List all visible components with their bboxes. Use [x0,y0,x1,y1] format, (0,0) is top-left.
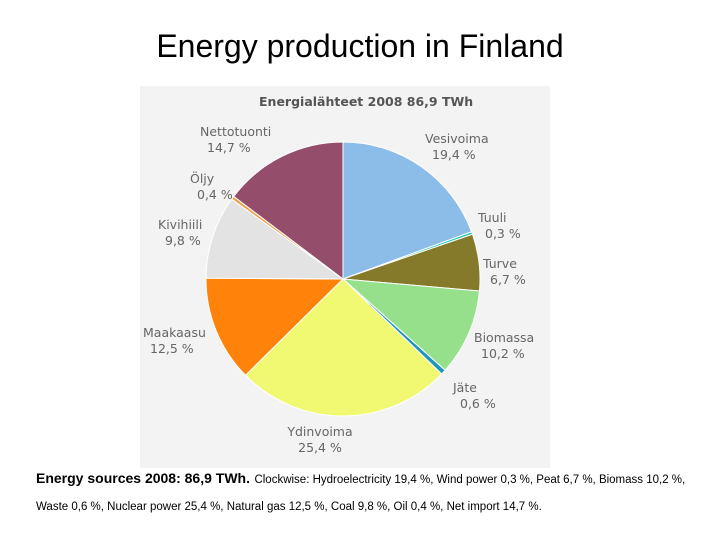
chart-title: Energialähteet 2008 86,9 TWh [259,94,473,109]
pie-slice-8 [205,198,345,280]
slice-label-10: Nettotuonti 14,7 % [200,124,271,155]
pie-slice-7 [205,277,345,376]
slice-label-9: Öljy 0,4 % [190,170,233,202]
slice-label-1: Vesivoima 19,4 % [425,131,489,162]
slice-label-5: Jäte 0,6 % [452,380,496,411]
slide-title: Energy production in Finland [156,28,564,64]
slice-label-2: Tuuli 0,3 % [477,210,521,241]
slice-label-3: Turve 6,7 % [482,256,526,287]
slice-label-7: Maakaasu 12,5 % [143,325,206,356]
slice-label-4: Biomassa 10,2 % [474,330,534,361]
caption-body: Clockwise: Hydroelectricity 19,4 %, Wind… [36,474,686,513]
pie-chart: Energialähteet 2008 86,9 TWh Vesivoima 19… [143,94,534,455]
pie-slice-6 [244,278,443,417]
slice-label-6: Ydinvoima 25,4 % [286,424,352,455]
pie-slice-4 [341,278,481,371]
caption-lead: Energy sources 2008: 86,9 TWh. [36,470,250,486]
pie-slice-1 [342,141,473,280]
slice-label-8: Kivihiili 9,8 % [158,217,202,248]
pie-slice-10 [232,141,344,281]
caption: Energy sources 2008: 86,9 TWh. Clockwise… [36,466,696,520]
